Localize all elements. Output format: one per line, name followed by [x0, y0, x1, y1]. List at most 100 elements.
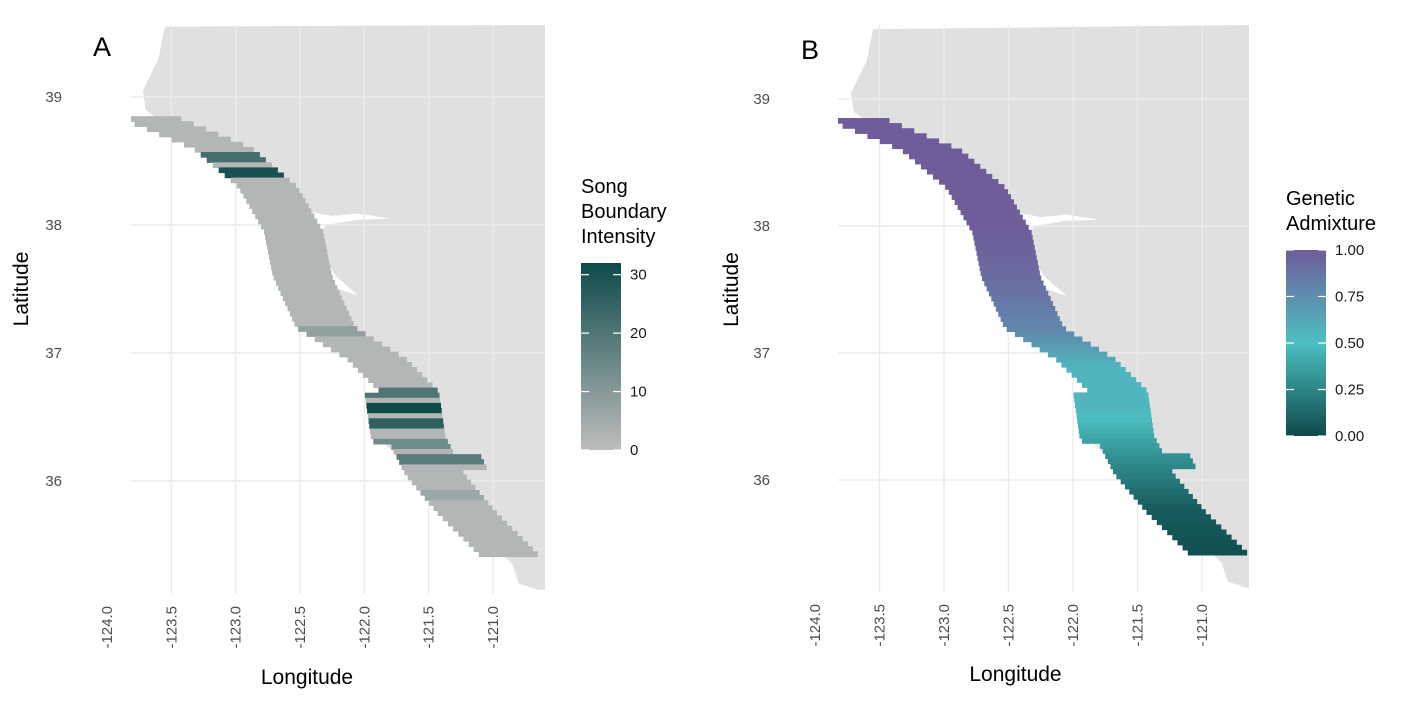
- colorbar-tick-label: 10: [630, 384, 647, 401]
- region-cell: [1078, 427, 1154, 434]
- region-cell: [368, 418, 444, 424]
- colorbar-tick-label: 0.00: [1335, 428, 1364, 445]
- region-cell: [1075, 407, 1151, 414]
- region-cell: [1156, 519, 1217, 526]
- region-cell: [194, 146, 254, 153]
- region-cell: [1142, 504, 1202, 510]
- region-cell: [399, 459, 484, 465]
- colorbar-ticks: 0.00 0.25 0.50 0.75 1.00: [1286, 242, 1364, 445]
- region-cell: [1120, 478, 1180, 485]
- region-cell: [411, 479, 472, 486]
- region-cell: [921, 163, 981, 170]
- region-cell: [969, 224, 1029, 231]
- region-cell: [366, 402, 441, 409]
- region-cell: [966, 219, 1026, 226]
- region-cell: [972, 229, 1032, 236]
- region-cell: [420, 490, 480, 496]
- region-cell: [1177, 539, 1237, 546]
- colorbar-tick-label: 0.25: [1335, 382, 1364, 399]
- region-cell: [1076, 412, 1152, 419]
- region-cell: [264, 228, 324, 235]
- region-cell: [982, 275, 1042, 282]
- region-cell: [1172, 534, 1232, 541]
- region-cell: [984, 280, 1044, 287]
- region-cell: [892, 143, 952, 150]
- region-cell: [1129, 488, 1189, 495]
- legend-title-line: Admixture: [1286, 213, 1376, 235]
- region-cell: [212, 162, 272, 168]
- region-cell: [1087, 387, 1147, 393]
- region-cell: [1182, 544, 1242, 551]
- region-cell: [1056, 356, 1116, 363]
- region-cell: [979, 265, 1039, 272]
- region-cell: [407, 474, 467, 481]
- region-cell: [1116, 473, 1176, 480]
- region-cell: [963, 214, 1023, 221]
- region-cell: [373, 438, 448, 445]
- region-cell: [258, 218, 318, 225]
- y-tick-label: 38: [753, 218, 770, 235]
- region-cell: [1167, 529, 1227, 536]
- region-cell: [1151, 514, 1211, 520]
- region-cell: [1014, 331, 1075, 338]
- region-cell: [957, 204, 1017, 211]
- region-cell: [989, 290, 1049, 297]
- region-cell: [986, 285, 1046, 292]
- region-cell: [1146, 509, 1206, 515]
- region-cell: [1102, 448, 1162, 454]
- region-cell: [363, 372, 423, 378]
- region-cell: [287, 305, 347, 312]
- region-cell: [1162, 524, 1222, 531]
- region-cell: [224, 172, 284, 179]
- region-cell: [134, 121, 194, 127]
- region-cell: [240, 187, 300, 194]
- region-cell: [261, 223, 321, 230]
- region-cell: [373, 382, 433, 389]
- x-tick-label: -122.0: [356, 606, 373, 649]
- x-tick-label: -123.5: [872, 604, 889, 647]
- panel-a-song-map: A -124.0 -123.5 -123.0 -122.5 -122.0 -121.5 -1…: [10, 25, 667, 689]
- region-cell: [243, 193, 303, 199]
- region-cell: [218, 167, 278, 174]
- x-axis-ticks: -124.0 -123.5 -123.0 -122.5 -122.0 -121.5 -121…: [807, 604, 1211, 647]
- x-tick-label: -121.5: [421, 606, 438, 649]
- region-cell: [1078, 422, 1153, 429]
- region-cell: [933, 173, 993, 180]
- region-cell: [442, 515, 502, 522]
- region-cell: [322, 341, 383, 348]
- region-cell: [1039, 346, 1099, 353]
- region-cell: [939, 179, 999, 185]
- region-cell: [1125, 483, 1185, 490]
- region-cell: [1000, 316, 1060, 322]
- y-tick-label: 37: [753, 345, 770, 362]
- region-cell: [200, 152, 260, 158]
- colorbar-tick-label: 0.75: [1335, 289, 1364, 306]
- x-tick-label: -121.5: [1130, 604, 1147, 647]
- region-cell: [1075, 402, 1150, 409]
- region-cell: [249, 203, 309, 209]
- region-cell: [339, 351, 399, 358]
- region-cell: [978, 260, 1038, 266]
- region-cell: [255, 213, 315, 220]
- region-cell: [437, 510, 497, 517]
- region-cell: [270, 259, 330, 266]
- region-cell: [995, 306, 1056, 312]
- x-axis-title: Longitude: [969, 663, 1061, 686]
- y-tick-label: 38: [45, 217, 62, 234]
- region-cell: [1113, 468, 1173, 475]
- region-cell: [993, 300, 1053, 307]
- region-cell: [266, 239, 326, 245]
- region-cell: [273, 274, 333, 281]
- region-cell: [285, 300, 345, 307]
- region-cell: [268, 249, 328, 255]
- region-cell: [879, 138, 940, 145]
- region-cell: [998, 311, 1058, 317]
- admixture-region: [838, 118, 1248, 556]
- region-cell: [424, 495, 484, 501]
- panel-a-label: A: [93, 32, 111, 62]
- song-legend: Song Boundary Intensity 0 10 20 30: [581, 176, 667, 459]
- admixture-legend: Genetic Admixture 0.00 0.25 0.50 0.75 1.00: [1286, 188, 1376, 445]
- region-cell: [974, 240, 1034, 246]
- x-tick-label: -121.0: [485, 606, 502, 649]
- region-cell: [1077, 417, 1152, 424]
